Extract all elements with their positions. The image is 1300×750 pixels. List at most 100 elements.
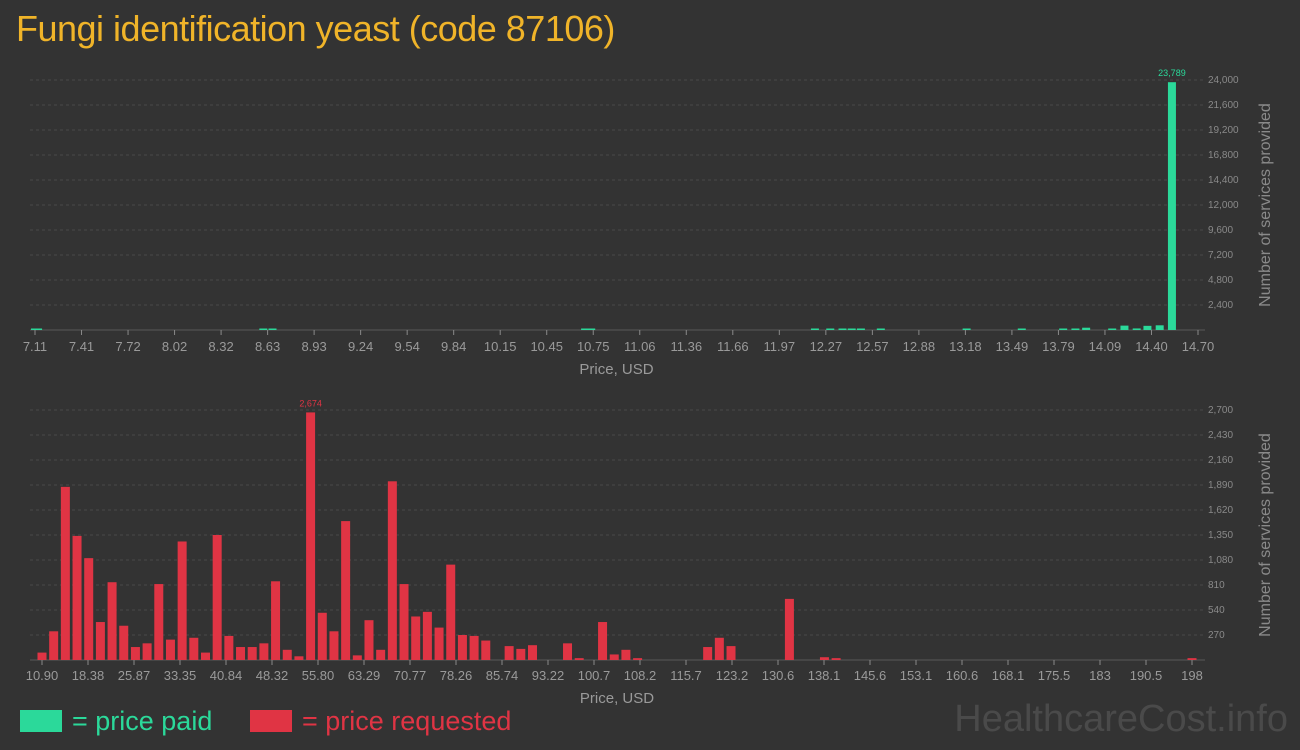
paid-x-tick-label: 12.57 (856, 339, 889, 354)
paid-x-tick-label: 9.54 (395, 339, 420, 354)
req-x-tick-label: 63.29 (348, 668, 381, 683)
paid-bar (838, 328, 847, 330)
req-x-tick-label: 138.1 (808, 668, 841, 683)
paid-y-tick-label: 9,600 (1208, 225, 1233, 236)
paid-x-tick-label: 9.84 (441, 339, 466, 354)
req-x-tick-label: 190.5 (1130, 668, 1163, 683)
req-bar (306, 412, 316, 660)
paid-y-tick-label: 12,000 (1208, 200, 1239, 211)
req-bar (352, 655, 362, 660)
req-bar (224, 635, 234, 660)
req-y-axis-label: Number of services provided (1257, 433, 1274, 637)
paid-bar (1059, 328, 1068, 330)
req-y-tick-label: 1,350 (1208, 530, 1233, 541)
req-bar (422, 611, 432, 660)
req-bar (598, 622, 608, 660)
paid-bar (856, 328, 865, 330)
req-y-tick-label: 2,430 (1208, 430, 1233, 441)
req-y-tick-label: 2,160 (1208, 455, 1233, 466)
watermark: HealthcareCost.info (954, 698, 1288, 740)
paid-y-tick-label: 24,000 (1208, 75, 1239, 86)
req-bar (294, 656, 304, 660)
req-bar (154, 584, 164, 660)
req-x-tick-label: 10.90 (26, 668, 59, 683)
paid-x-tick-label: 10.45 (530, 339, 563, 354)
paid-x-tick-label: 13.79 (1042, 339, 1075, 354)
paid-bar (1167, 82, 1176, 331)
req-bar (341, 521, 351, 660)
paid-x-tick-label: 14.40 (1135, 339, 1168, 354)
paid-bar (34, 328, 43, 330)
req-bar (516, 648, 526, 660)
req-bar (831, 658, 841, 660)
req-bar (236, 647, 246, 660)
req-bar (457, 635, 467, 660)
req-y-tick-label: 270 (1208, 630, 1225, 641)
req-bar (72, 535, 82, 660)
paid-bar (1120, 325, 1129, 330)
req-x-tick-label: 55.80 (302, 668, 335, 683)
paid-x-tick-label: 8.32 (208, 339, 233, 354)
req-bar (633, 658, 643, 660)
req-bar (37, 652, 47, 660)
req-x-tick-label: 168.1 (992, 668, 1025, 683)
req-x-tick-label: 153.1 (900, 668, 933, 683)
paid-x-tick-label: 14.09 (1089, 339, 1122, 354)
req-bar (130, 647, 140, 660)
paid-x-tick-label: 7.11 (23, 339, 47, 354)
req-bar (165, 639, 175, 660)
paid-bar (1071, 328, 1080, 330)
req-bar (446, 564, 456, 660)
req-bar (434, 627, 444, 660)
req-bar (563, 643, 573, 660)
req-bar (726, 646, 736, 660)
paid-bar (1132, 328, 1141, 330)
req-x-tick-label: 100.7 (578, 668, 611, 683)
req-x-axis-label: Price, USD (580, 690, 654, 707)
req-bar (282, 649, 292, 660)
paid-x-tick-label: 10.75 (577, 339, 610, 354)
req-bar (621, 649, 631, 660)
req-bar (376, 649, 386, 660)
paid-y-tick-label: 21,600 (1208, 100, 1239, 111)
paid-x-tick-label: 12.27 (810, 339, 843, 354)
legend-requested: = price requested (250, 704, 511, 738)
paid-x-tick-label: 10.15 (484, 339, 517, 354)
req-x-tick-label: 130.6 (762, 668, 795, 683)
paid-bar (1108, 328, 1117, 330)
req-bar (60, 486, 70, 660)
req-x-tick-label: 160.6 (946, 668, 979, 683)
req-bar (317, 612, 327, 660)
req-x-tick-label: 70.77 (394, 668, 427, 683)
paid-y-tick-label: 14,400 (1208, 175, 1239, 186)
req-bar (703, 647, 713, 660)
req-bar (469, 635, 479, 660)
req-x-tick-label: 33.35 (164, 668, 197, 683)
req-x-tick-label: 18.38 (72, 668, 105, 683)
req-bar (714, 637, 724, 660)
paid-bar (847, 328, 856, 330)
req-x-tick-label: 123.2 (716, 668, 749, 683)
req-y-tick-label: 540 (1208, 605, 1225, 616)
req-bar (364, 620, 374, 660)
paid-x-tick-label: 11.66 (717, 339, 749, 354)
legend-requested-label: = price requested (302, 705, 512, 736)
paid-bar (810, 328, 819, 330)
paid-bar (587, 328, 596, 330)
paid-y-axis-label: Number of services provided (1257, 103, 1274, 307)
req-bar (107, 582, 117, 660)
req-x-tick-label: 85.74 (486, 668, 519, 683)
req-bar (259, 643, 269, 660)
paid-bar (268, 328, 277, 330)
req-y-tick-label: 810 (1208, 580, 1225, 591)
paid-y-tick-label: 19,200 (1208, 125, 1239, 136)
legend-paid-swatch (20, 710, 62, 732)
req-bar (527, 645, 537, 660)
req-bar (200, 652, 210, 660)
req-bar (609, 654, 619, 660)
paid-x-tick-label: 8.02 (162, 339, 187, 354)
req-bar (387, 481, 397, 660)
req-x-tick-label: 48.32 (256, 668, 289, 683)
paid-x-tick-label: 12.88 (903, 339, 936, 354)
